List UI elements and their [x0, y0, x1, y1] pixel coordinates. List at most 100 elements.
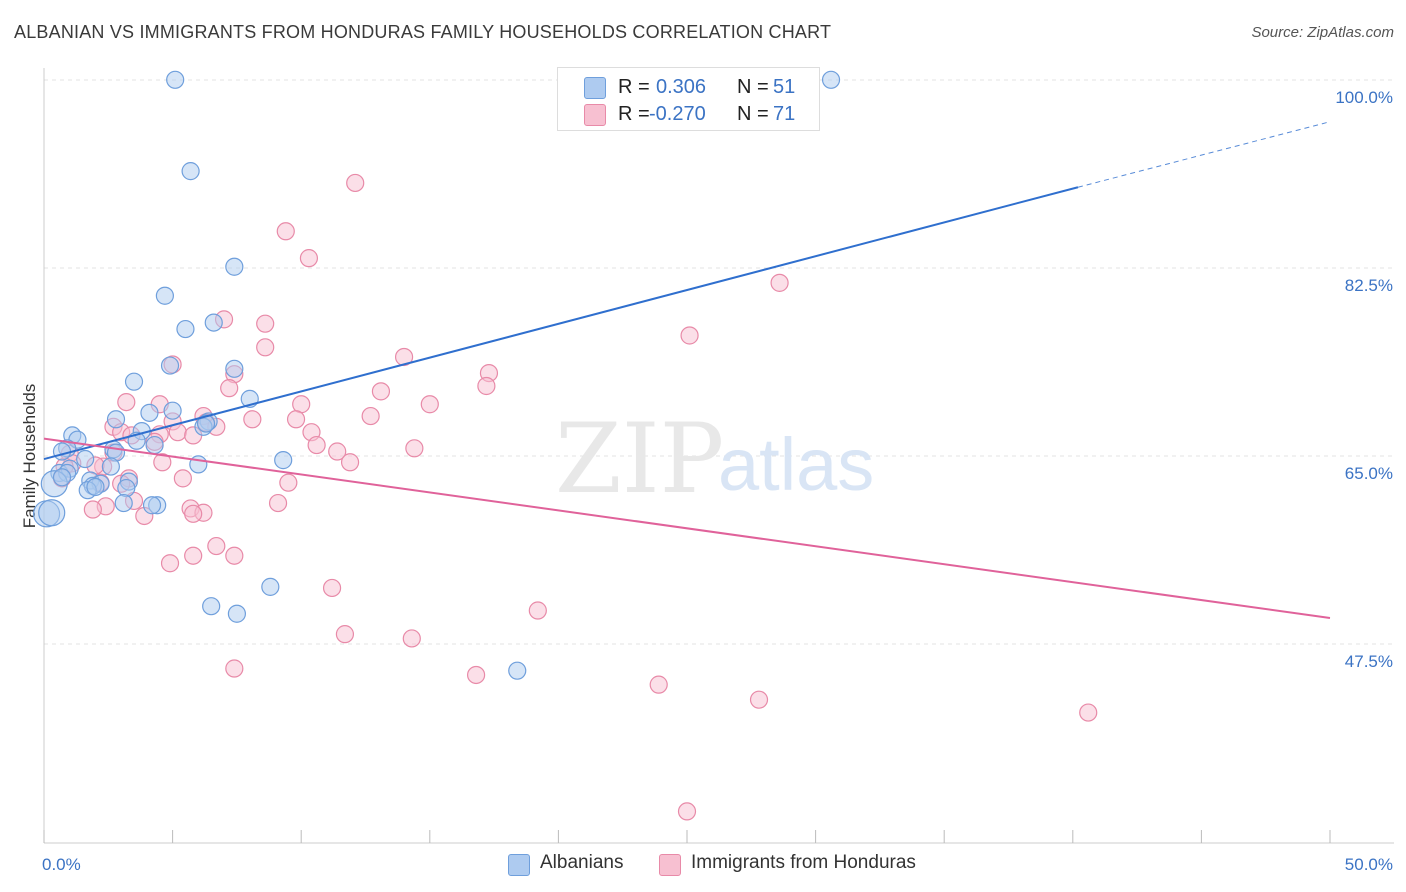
chart-title: ALBANIAN VS IMMIGRANTS FROM HONDURAS FAM… — [14, 22, 832, 42]
legend-row-albanians: R = 0.306 N = 51 — [558, 73, 819, 101]
watermark: ZIP atlas — [555, 403, 874, 515]
albanians-swatch — [508, 854, 530, 876]
y-tick-labels: 100.0% 82.5% 65.0% 47.5% — [1335, 88, 1393, 671]
honduras-point — [402, 629, 421, 648]
honduras-point — [243, 410, 262, 429]
honduras-point — [477, 376, 496, 396]
honduras-point — [328, 442, 347, 461]
legend-n-value: 51 — [773, 76, 796, 98]
watermark-atlas: atlas — [718, 423, 874, 506]
albanian-point — [142, 496, 162, 515]
honduras-point — [225, 659, 244, 678]
legend-r-label: R = — [618, 103, 650, 125]
honduras-point — [528, 601, 547, 620]
albanian-point — [38, 499, 66, 527]
legend-swatch-blue — [584, 77, 606, 99]
honduras-point — [286, 410, 306, 429]
albanian-point — [227, 604, 246, 623]
albanian-point — [274, 451, 293, 470]
honduras-point — [292, 395, 311, 414]
albanian-point — [117, 478, 136, 498]
honduras-point — [371, 382, 391, 401]
honduras-label: Immigrants from Honduras — [691, 852, 916, 873]
honduras-point — [346, 173, 365, 193]
honduras-point — [225, 546, 244, 565]
honduras-point — [184, 546, 203, 565]
honduras-trend-line — [43, 437, 1331, 620]
honduras-point — [749, 690, 769, 709]
x-tick-label-max: 50.0% — [1345, 855, 1393, 874]
legend-r-value: 0.306 — [656, 76, 707, 98]
source-note: Source: ZipAtlas.com — [1251, 24, 1394, 41]
honduras-point — [340, 453, 360, 472]
albanian-point — [124, 372, 144, 391]
honduras-point — [420, 395, 439, 414]
albanian-point — [86, 477, 105, 497]
gridlines — [44, 79, 1394, 645]
albanian-points — [32, 70, 841, 680]
honduras-point — [160, 554, 180, 573]
honduras-point — [220, 379, 239, 398]
honduras-point — [322, 578, 342, 598]
albanian-point — [52, 442, 72, 461]
albanians-label: Albanians — [540, 852, 624, 873]
honduras-point — [184, 504, 203, 523]
albanian-point — [160, 356, 180, 375]
honduras-swatch — [659, 854, 681, 876]
honduras-point — [1079, 703, 1098, 722]
honduras-point — [307, 435, 326, 455]
honduras-point — [83, 500, 102, 519]
honduras-point — [299, 249, 319, 268]
honduras-point — [394, 347, 414, 367]
honduras-point — [268, 493, 288, 513]
axes — [43, 68, 1394, 844]
albanian-point — [196, 414, 216, 433]
honduras-point — [677, 802, 697, 821]
honduras-point — [361, 406, 380, 426]
albanian-point — [145, 435, 164, 455]
honduras-point — [256, 314, 275, 333]
y-tick-label: 100.0% — [1335, 88, 1393, 107]
legend-n-label: N = — [737, 76, 769, 98]
x-ticks — [43, 830, 1331, 843]
honduras-point — [649, 675, 668, 694]
legend-r-label: R = — [618, 76, 650, 98]
legend-r-value: -0.270 — [649, 103, 706, 125]
honduras-point — [335, 625, 355, 644]
honduras-point — [770, 273, 789, 292]
honduras-point — [466, 665, 486, 685]
albanian-point — [176, 319, 195, 339]
y-tick-label: 82.5% — [1345, 276, 1393, 295]
legend-n-value: 71 — [773, 103, 796, 125]
albanian-point — [114, 493, 133, 513]
x-tick-label-min: 0.0% — [42, 855, 81, 874]
honduras-point — [256, 338, 275, 357]
honduras-point — [173, 469, 192, 488]
y-tick-label: 47.5% — [1345, 652, 1393, 671]
honduras-point — [153, 453, 172, 472]
honduras-point — [405, 439, 424, 458]
albanian-point — [202, 597, 221, 616]
albanian-point — [225, 257, 244, 276]
legend-n-label: N = — [737, 103, 769, 125]
honduras-point — [207, 536, 226, 556]
honduras-point — [279, 473, 298, 492]
albanian-point — [163, 401, 182, 420]
honduras-point — [117, 392, 136, 412]
honduras-point — [276, 222, 295, 241]
watermark-zip: ZIP — [555, 403, 724, 515]
albanian-point — [261, 577, 280, 596]
y-tick-label: 65.0% — [1345, 464, 1393, 483]
legend-swatch-pink — [584, 104, 606, 126]
honduras-point — [680, 326, 699, 345]
albanian-trend-extension — [1077, 121, 1331, 188]
legend-row-honduras: R = -0.270 N = 71 — [558, 100, 819, 128]
albanian-point — [52, 468, 72, 487]
albanian-point — [140, 403, 159, 422]
albanian-point — [181, 162, 200, 181]
albanian-point — [821, 70, 841, 89]
trend-lines — [43, 121, 1331, 620]
albanian-point — [225, 359, 244, 378]
albanian-point — [155, 286, 174, 305]
